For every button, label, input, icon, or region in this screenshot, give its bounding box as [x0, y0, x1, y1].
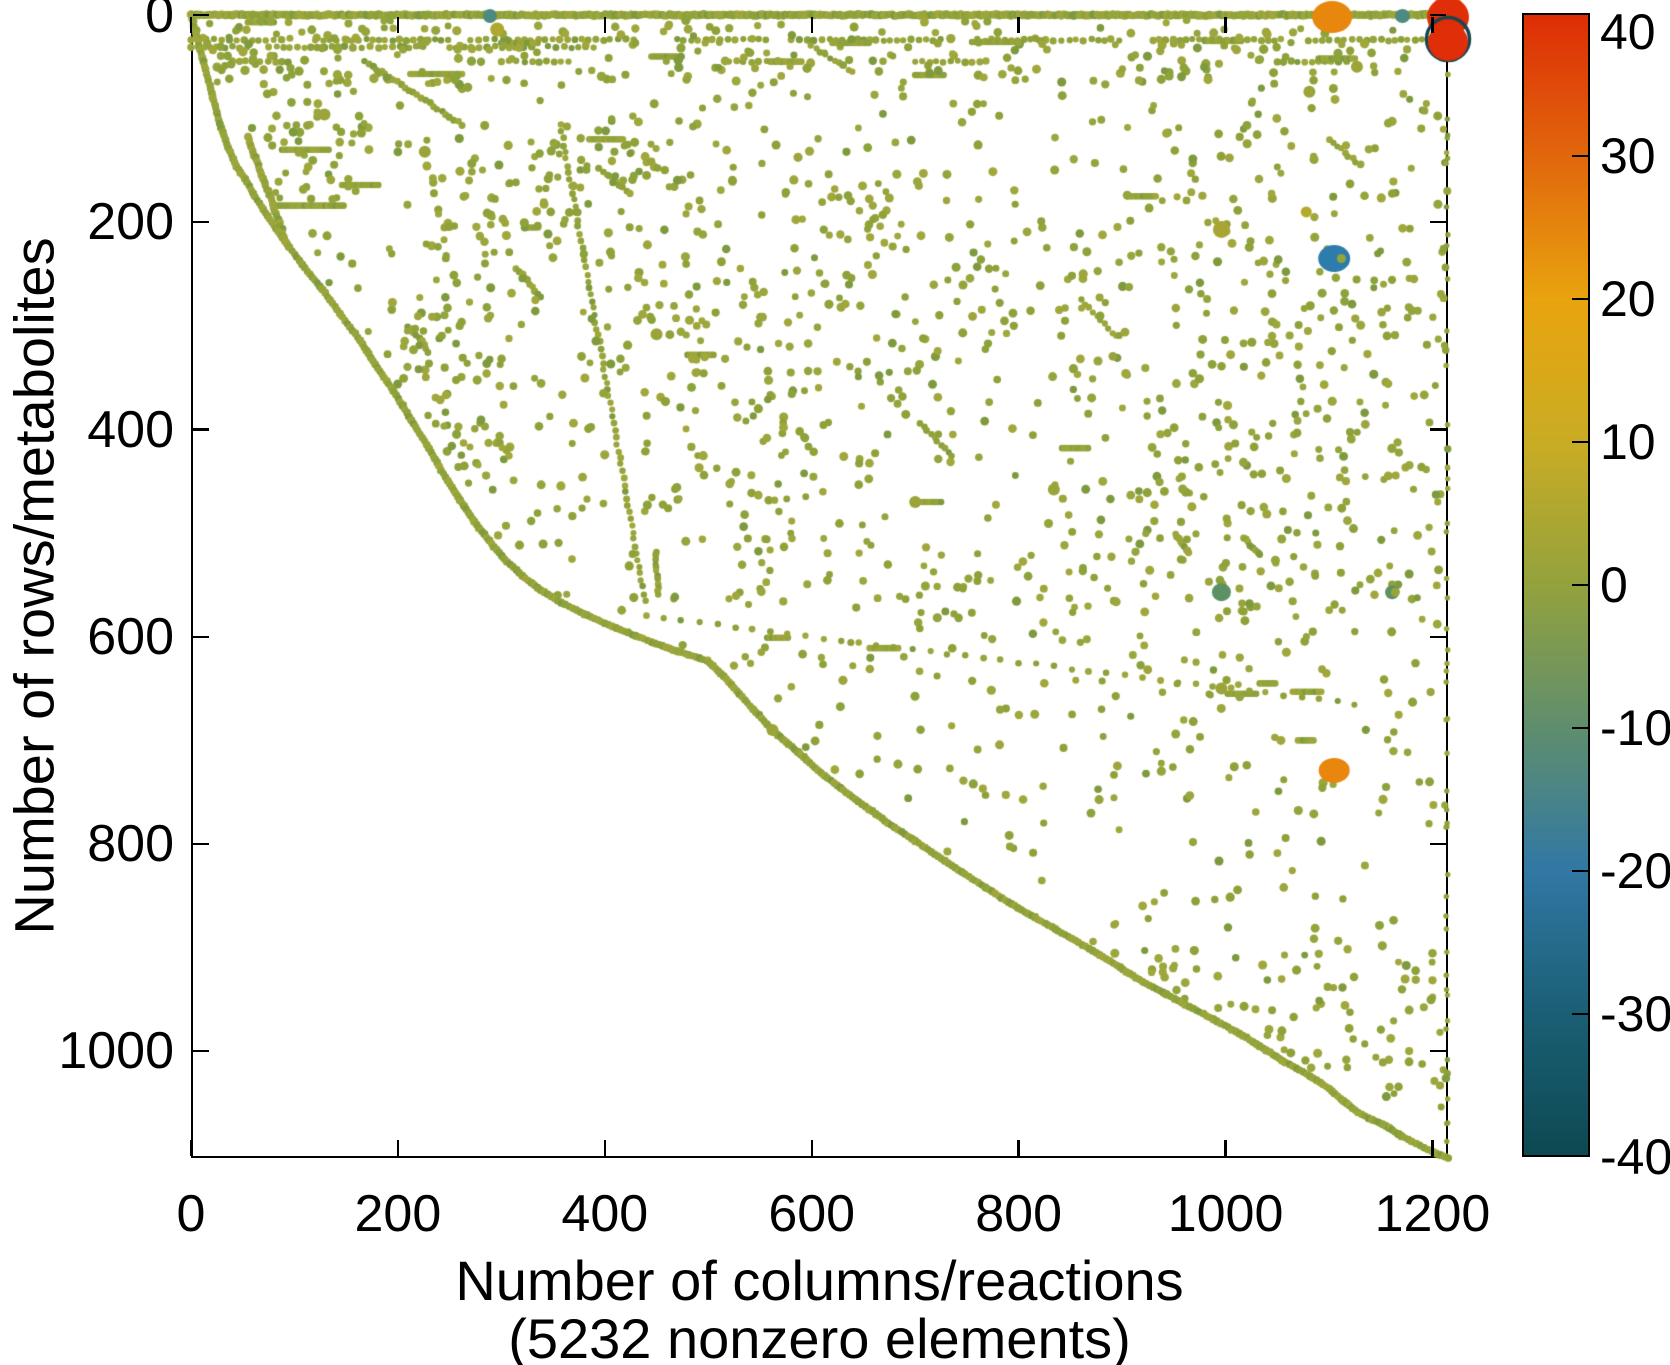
x-tick-mark [603, 1140, 607, 1156]
x-tick-label: 0 [176, 1185, 206, 1243]
colorbar-tick-label: 0 [1600, 557, 1628, 613]
y-tick-label: 1000 [58, 1022, 174, 1081]
x-tick-label: 800 [975, 1185, 1063, 1243]
x-axis-subtitle: (5232 nonzero elements) [508, 1307, 1131, 1365]
x-tick-mark-top [1224, 17, 1227, 33]
colorbar-tick-label: -40 [1600, 1129, 1670, 1185]
x-tick-mark [1017, 1140, 1020, 1156]
y-tick-label: 800 [87, 815, 174, 873]
colorbar-tick-mark [1572, 726, 1588, 730]
colorbar-tick-label: -10 [1600, 700, 1670, 756]
x-tick-mark [1224, 1140, 1227, 1156]
colorbar-tick-label: 20 [1600, 271, 1656, 327]
x-tick-label: 600 [768, 1185, 856, 1243]
colorbar-tick-label: 30 [1600, 128, 1656, 184]
colorbar-tick-mark [1572, 440, 1588, 444]
colorbar-tick-mark [1572, 583, 1588, 587]
y-tick-label: 400 [87, 400, 174, 459]
colorbar-tick-mark [1572, 297, 1588, 301]
x-tick-label: 400 [561, 1185, 649, 1243]
x-tick-label: 1200 [1374, 1185, 1491, 1243]
x-tick-mark [396, 1140, 400, 1156]
y-tick-mark [193, 1050, 209, 1053]
x-tick-mark-top [1017, 17, 1020, 33]
x-tick-mark [189, 1140, 193, 1156]
x-tick-mark [1431, 1140, 1434, 1156]
y-tick-mark [193, 13, 209, 17]
x-tick-mark-top [810, 17, 813, 33]
colorbar-tick-label: -30 [1600, 986, 1670, 1042]
y-tick-mark-right [1430, 635, 1446, 638]
x-tick-mark-top [189, 17, 193, 33]
y-tick-mark-right [1430, 428, 1446, 431]
colorbar-tick-mark [1572, 1012, 1588, 1016]
y-tick-mark-right [1430, 221, 1446, 224]
y-tick-mark-right [1430, 1050, 1446, 1053]
colorbar-tick-mark [1572, 869, 1588, 873]
y-tick-mark [193, 221, 209, 224]
y-tick-mark [193, 635, 209, 638]
x-axis-title: Number of columns/reactions [455, 1249, 1184, 1312]
y-tick-mark [193, 842, 209, 846]
y-tick-mark-right [1430, 842, 1446, 846]
colorbar-tick-label: 40 [1600, 4, 1656, 60]
x-tick-label: 1000 [1167, 1185, 1284, 1243]
y-tick-label: 600 [87, 607, 174, 666]
x-tick-mark [810, 1140, 813, 1156]
x-tick-mark-top [1431, 17, 1434, 33]
y-tick-mark [193, 428, 209, 431]
x-tick-label: 200 [354, 1185, 442, 1243]
scatter-canvas [161, 0, 1478, 1188]
x-tick-mark-top [603, 17, 607, 33]
x-tick-mark-top [396, 17, 400, 33]
colorbar-tick-mark [1572, 154, 1588, 158]
colorbar-tick-label: -20 [1600, 843, 1670, 899]
y-tick-mark-right [1430, 13, 1446, 17]
colorbar-tick-label: 10 [1600, 414, 1656, 470]
y-tick-label: 200 [87, 193, 174, 252]
y-tick-label: 0 [145, 0, 174, 44]
